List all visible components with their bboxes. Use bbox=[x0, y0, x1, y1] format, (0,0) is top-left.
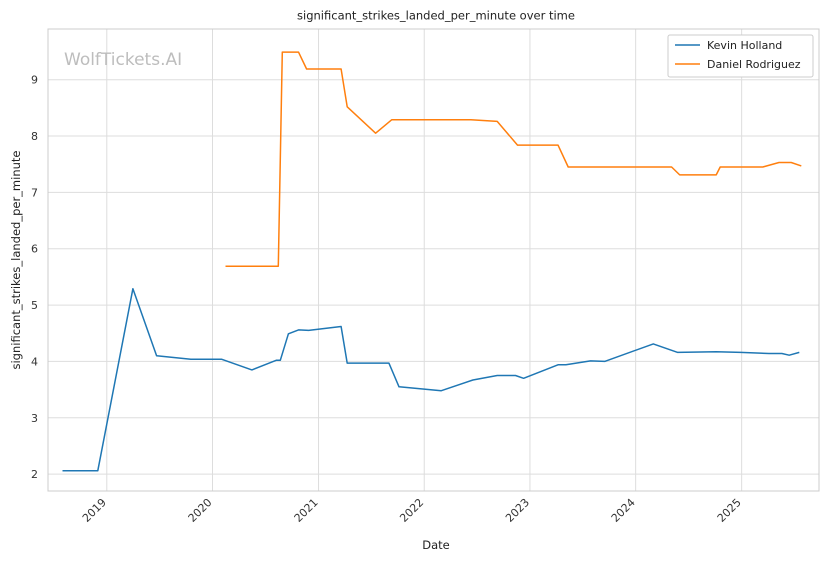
legend-box bbox=[667, 34, 814, 78]
grid-lines bbox=[48, 29, 819, 491]
y-tick-label: 9 bbox=[31, 74, 38, 87]
y-tick-label: 4 bbox=[31, 355, 38, 368]
series-lines bbox=[62, 51, 802, 472]
y-tick-label: 8 bbox=[31, 130, 38, 143]
x-axis-title: Date bbox=[422, 538, 450, 552]
x-tick-label: 2024 bbox=[609, 496, 638, 525]
y-tick-label: 3 bbox=[31, 412, 38, 425]
y-tick-label: 6 bbox=[31, 243, 38, 256]
chart-title: significant_strikes_landed_per_minute ov… bbox=[297, 9, 575, 23]
x-tick-label: 2020 bbox=[186, 496, 215, 525]
y-tick-label: 5 bbox=[31, 299, 38, 312]
x-tick-label: 2022 bbox=[397, 496, 426, 525]
legend-label-daniel-rodriguez: Daniel Rodriguez bbox=[707, 58, 801, 71]
legend: Kevin Holland Daniel Rodriguez bbox=[667, 34, 814, 78]
plot-frame bbox=[47, 28, 820, 492]
x-tick-label: 2025 bbox=[715, 496, 744, 525]
y-axis-title: significant_strikes_landed_per_minute bbox=[9, 151, 23, 370]
x-tick-label: 2023 bbox=[503, 496, 532, 525]
x-tick-label: 2019 bbox=[80, 496, 109, 525]
y-tick-label: 2 bbox=[31, 468, 38, 481]
x-tick-label: 2021 bbox=[292, 496, 321, 525]
y-tick-label: 7 bbox=[31, 186, 38, 199]
watermark-text: WolfTickets.AI bbox=[64, 50, 182, 70]
legend-label-kevin-holland: Kevin Holland bbox=[707, 39, 782, 52]
series-line-daniel-rodriguez bbox=[225, 51, 802, 267]
series-line-kevin-holland bbox=[62, 287, 800, 472]
x-axis-ticks: 2019 2020 2021 2022 2023 2024 2025 bbox=[80, 496, 744, 525]
y-axis-ticks: 2 3 4 5 6 7 8 9 bbox=[31, 74, 38, 481]
